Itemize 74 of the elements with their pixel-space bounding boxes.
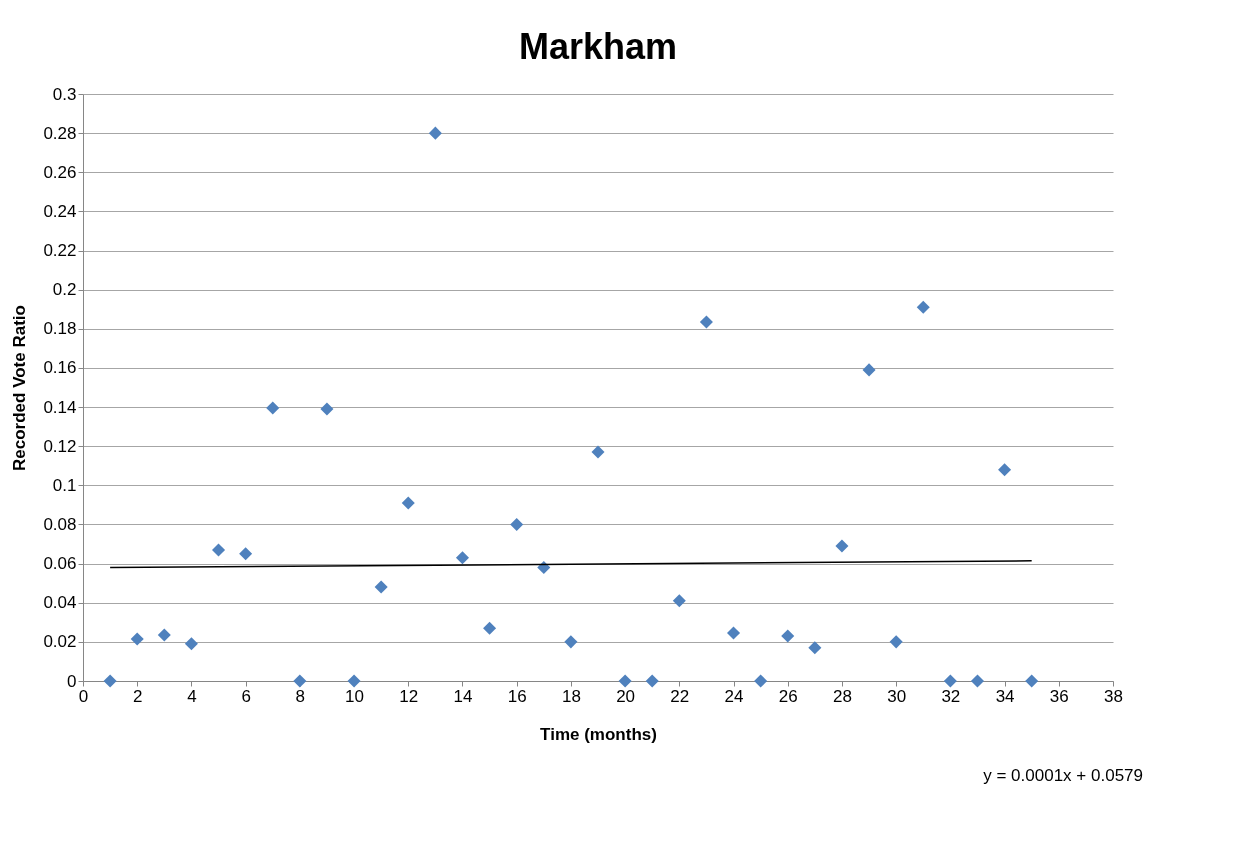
point xyxy=(943,674,957,688)
x-tick-label: 30 xyxy=(887,686,907,706)
chart-title: Markham xyxy=(518,26,678,67)
point xyxy=(184,637,198,651)
x-axis-title: Time (months) xyxy=(540,724,657,744)
point xyxy=(347,674,361,688)
x-tick-label: 36 xyxy=(1049,686,1069,706)
point xyxy=(727,626,741,640)
x-tick-label: 34 xyxy=(995,686,1015,706)
x-tick-label: 38 xyxy=(1104,686,1123,706)
x-tick-label: 18 xyxy=(561,686,581,706)
point xyxy=(293,674,307,688)
y-tick-label: 0.18 xyxy=(43,319,77,339)
x-tick-label: 16 xyxy=(507,686,527,706)
point xyxy=(239,547,253,561)
point xyxy=(781,629,795,643)
point xyxy=(428,126,442,140)
point xyxy=(455,551,469,565)
y-tick-label: 0.12 xyxy=(43,436,77,456)
point xyxy=(401,496,415,510)
point xyxy=(889,635,903,649)
y-tick-label: 0.24 xyxy=(43,201,77,221)
point xyxy=(537,560,551,575)
point xyxy=(754,674,768,688)
point xyxy=(835,539,849,553)
point xyxy=(618,674,632,688)
x-tick-label: 32 xyxy=(941,686,961,706)
point xyxy=(130,632,144,646)
point xyxy=(483,621,497,635)
x-tick-label: 26 xyxy=(778,686,798,706)
x-tick-label: 2 xyxy=(132,686,143,706)
y-tick-label: 0.02 xyxy=(43,632,77,652)
point xyxy=(564,635,578,649)
x-tick-label: 10 xyxy=(345,686,365,706)
point xyxy=(645,674,659,688)
point xyxy=(672,594,686,608)
point xyxy=(374,580,388,594)
x-tick-label: 20 xyxy=(616,686,636,706)
point xyxy=(808,641,822,655)
y-tick-label: 0.2 xyxy=(52,280,77,300)
y-tick-label: 0.16 xyxy=(43,358,77,378)
x-tick-label: 6 xyxy=(241,686,251,706)
x-tick-label: 14 xyxy=(453,686,473,706)
x-tick-label: 4 xyxy=(187,686,197,706)
y-tick-label: 0.3 xyxy=(52,84,77,104)
y-tick-label: 0.26 xyxy=(43,162,77,182)
point xyxy=(510,517,524,531)
point xyxy=(266,401,280,415)
point xyxy=(916,300,930,314)
y-axis-title: Recorded Vote Ratio xyxy=(10,305,30,471)
point xyxy=(862,363,876,377)
y-tick-label: 0 xyxy=(67,671,77,691)
point xyxy=(1025,674,1039,688)
point xyxy=(157,628,171,642)
text: y = 0.0001x + 0.0579 xyxy=(983,766,1143,785)
point xyxy=(320,402,334,416)
x-tick-label: 8 xyxy=(295,686,306,706)
point xyxy=(998,463,1012,477)
y-tick-label: 0.1 xyxy=(52,475,77,495)
y-tick-label: 0.06 xyxy=(43,554,77,574)
point xyxy=(212,543,226,557)
y-tick-label: 0.08 xyxy=(43,514,77,534)
y-tick-label: 0.28 xyxy=(43,123,77,143)
y-tick-label: 0.14 xyxy=(43,397,77,417)
x-tick-label: 22 xyxy=(670,686,690,706)
point xyxy=(970,674,984,688)
y-tick-label: 0.22 xyxy=(43,241,77,261)
x-tick-label: 12 xyxy=(399,686,419,706)
point xyxy=(699,315,713,329)
point xyxy=(591,445,605,459)
point xyxy=(103,674,117,688)
y-tick-label: 0.04 xyxy=(43,593,77,613)
x-tick-label: 28 xyxy=(832,686,852,706)
x-tick-label: 24 xyxy=(724,686,744,706)
